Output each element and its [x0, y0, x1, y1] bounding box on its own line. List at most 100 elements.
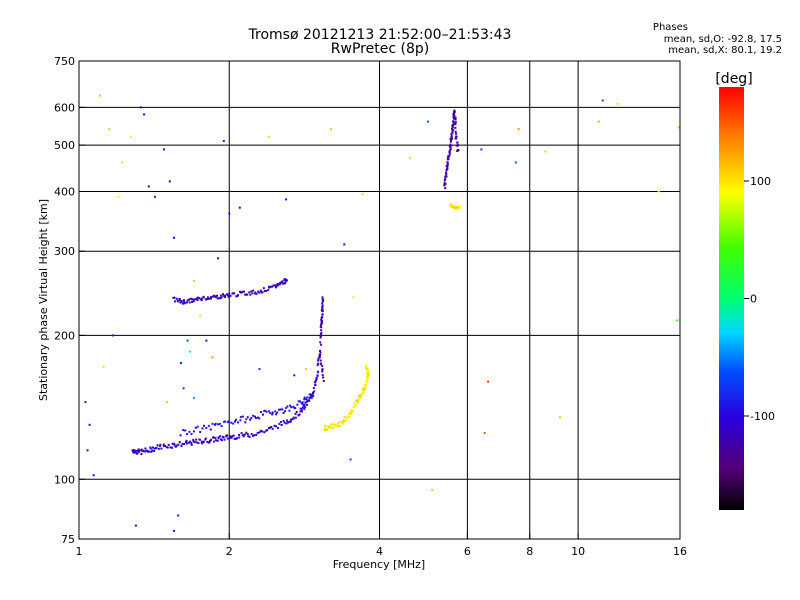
phases-heading: Phases — [652, 22, 688, 33]
data-point — [226, 294, 229, 297]
data-point — [211, 295, 214, 298]
data-point — [454, 126, 457, 129]
data-point — [677, 126, 680, 129]
data-point — [514, 161, 517, 164]
data-point — [257, 290, 260, 293]
data-point — [191, 300, 193, 303]
data-point — [448, 151, 451, 154]
data-point — [243, 290, 245, 293]
data-point — [220, 296, 223, 299]
data-point — [301, 410, 303, 413]
data-point — [449, 140, 452, 143]
data-point — [294, 407, 297, 410]
data-point — [173, 529, 175, 532]
data-point — [275, 425, 278, 428]
data-point — [326, 428, 329, 431]
data-point — [165, 446, 168, 449]
data-point — [342, 420, 345, 423]
data-point — [250, 417, 253, 420]
data-point — [359, 396, 362, 398]
data-point — [153, 450, 156, 452]
data-point — [451, 131, 454, 134]
data-point — [449, 143, 452, 146]
data-point — [188, 301, 191, 304]
data-point — [296, 403, 299, 406]
grid-lines — [79, 61, 680, 539]
data-point — [220, 425, 223, 427]
data-point — [342, 422, 344, 425]
data-point — [352, 296, 355, 299]
data-point — [220, 439, 223, 442]
data-point — [308, 393, 311, 396]
data-point — [205, 298, 208, 301]
data-point — [334, 423, 337, 426]
data-point — [260, 411, 262, 414]
data-point — [320, 329, 323, 332]
data-point — [202, 440, 205, 443]
data-point — [316, 371, 319, 374]
data-point — [216, 423, 219, 426]
data-point — [319, 333, 322, 336]
colorbar — [719, 87, 744, 510]
data-point — [139, 106, 142, 109]
data-point — [253, 434, 256, 437]
data-point — [201, 427, 204, 430]
data-point — [362, 387, 365, 390]
data-point — [187, 298, 190, 301]
data-point — [352, 405, 355, 408]
data-point — [146, 449, 149, 452]
data-point — [455, 135, 458, 138]
data-point — [348, 412, 351, 415]
data-point — [203, 424, 205, 427]
data-point — [330, 128, 333, 131]
data-point — [200, 297, 203, 300]
data-point — [315, 379, 318, 382]
data-point — [167, 443, 170, 446]
data-point — [349, 411, 352, 414]
data-point — [277, 427, 279, 430]
data-point — [278, 408, 281, 411]
data-point — [349, 413, 352, 415]
data-point — [186, 339, 189, 342]
data-point — [268, 286, 271, 289]
data-point — [300, 401, 303, 404]
data-point — [210, 438, 212, 441]
data-point — [269, 412, 272, 415]
data-point — [321, 322, 324, 325]
data-point — [252, 414, 255, 417]
data-point — [189, 440, 192, 443]
data-point — [338, 425, 341, 428]
data-point — [284, 410, 286, 413]
data-point — [179, 434, 182, 437]
data-point — [256, 432, 259, 434]
data-point — [281, 408, 284, 411]
data-point — [211, 422, 214, 425]
data-point — [192, 300, 195, 303]
data-point — [178, 441, 181, 444]
data-point — [186, 299, 189, 302]
data-point — [332, 426, 335, 429]
data-point — [317, 359, 320, 362]
data-point — [676, 319, 679, 322]
data-point — [183, 302, 186, 305]
data-point — [173, 444, 176, 447]
data-point — [226, 437, 229, 440]
y-tick-label: 300 — [54, 245, 75, 258]
data-point — [147, 185, 150, 188]
data-point — [247, 435, 250, 438]
data-point — [559, 416, 561, 418]
data-point — [357, 401, 360, 404]
data-point — [328, 425, 331, 428]
data-point — [457, 207, 460, 210]
data-point — [224, 420, 227, 423]
data-point — [449, 149, 452, 152]
data-point — [601, 99, 604, 102]
data-point — [292, 417, 295, 420]
data-point — [246, 433, 249, 435]
data-point — [337, 424, 340, 427]
data-point — [299, 407, 302, 410]
phases-stats-x: mean, sd,X: 80.1, 19.2 — [668, 45, 782, 56]
data-point — [446, 167, 449, 170]
data-point — [275, 413, 278, 416]
colorbar-tick-label: 0 — [750, 293, 757, 306]
